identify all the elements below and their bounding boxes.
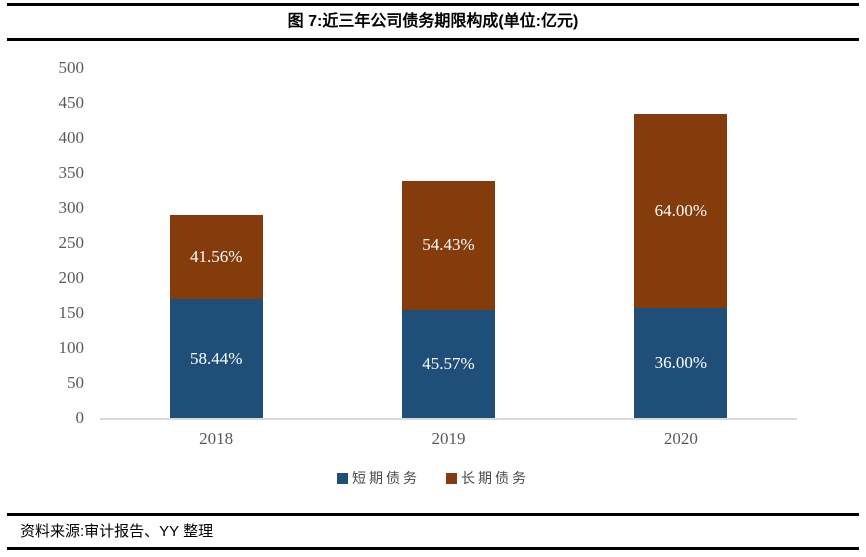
title-bottom-divider (7, 38, 859, 41)
bar-segment-short-term: 58.44% (169, 299, 263, 418)
legend-item-short-term-debt: 短期债务 (337, 468, 420, 488)
y-axis-tick-label: 0 (75, 408, 85, 427)
bar-percent-label: 41.56% (189, 247, 243, 267)
bar-segment-long-term: 54.43% (402, 180, 495, 310)
y-axis-tick-label: 450 (58, 93, 85, 112)
y-axis-tick-label: 400 (58, 128, 85, 147)
x-axis-line (100, 418, 797, 420)
chart-legend: 短期债务 长期债务 (0, 468, 866, 488)
y-axis-tick-label: 350 (58, 163, 85, 182)
x-axis-tick-label: 2019 (431, 429, 466, 448)
bar-percent-label: 54.43% (422, 235, 475, 255)
bar-segment-short-term: 36.00% (634, 308, 728, 418)
y-axis-tick-label: 50 (67, 373, 84, 392)
footer-top-divider (7, 513, 859, 516)
legend-label: 短期债务 (352, 472, 420, 487)
bar-percent-label: 45.57% (422, 353, 475, 373)
y-axis-tick-label: 150 (58, 303, 85, 322)
y-axis-tick-label: 100 (58, 338, 85, 357)
bar-percent-label: 36.00% (654, 353, 708, 373)
legend-marker-short-term-debt (337, 472, 348, 484)
y-axis-tick-label: 200 (58, 268, 85, 287)
x-axis-tick-label: 2020 (663, 429, 698, 448)
legend-item-long-term-debt: 长期债务 (446, 468, 529, 488)
y-axis-tick-label: 500 (58, 58, 85, 77)
top-divider (7, 3, 859, 6)
y-axis-tick-label: 300 (58, 198, 85, 217)
y-axis-tick-label: 250 (58, 233, 85, 252)
legend-marker-long-term-debt (446, 472, 457, 484)
bar-segment-long-term: 64.00% (634, 113, 728, 309)
bar-segment-long-term: 41.56% (169, 215, 263, 300)
bar-percent-label: 64.00% (654, 200, 708, 220)
footer-bottom-divider (7, 547, 859, 550)
x-axis-tick-label: 2018 (199, 429, 234, 448)
source-note: 资料来源:审计报告、YY 整理 (20, 523, 214, 540)
bar-percent-label: 58.44% (189, 348, 243, 368)
figure-title: 图 7:近三年公司债务期限构成(单位:亿元) (287, 13, 579, 30)
bar-segment-short-term: 45.57% (402, 309, 495, 418)
legend-label: 长期债务 (461, 472, 529, 487)
